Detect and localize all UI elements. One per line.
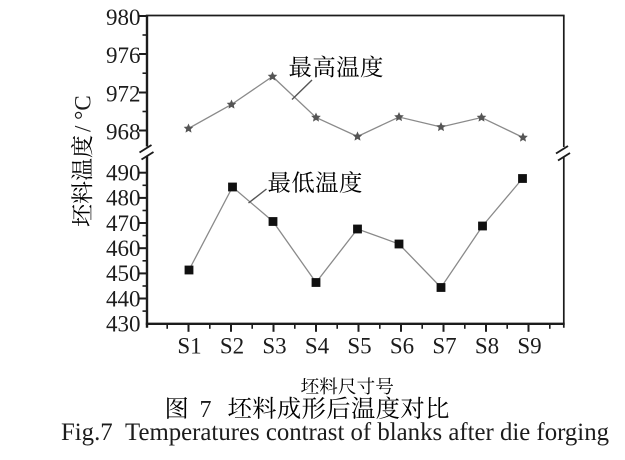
svg-text:S4: S4 [305, 334, 330, 359]
svg-text:490: 490 [106, 161, 141, 186]
svg-text:S9: S9 [517, 334, 541, 359]
svg-text:972: 972 [106, 81, 141, 106]
svg-text:7: 7 [200, 397, 212, 423]
svg-text:460: 460 [106, 236, 141, 261]
svg-text:S8: S8 [475, 334, 499, 359]
svg-text:430: 430 [106, 312, 141, 337]
svg-text:S3: S3 [262, 334, 286, 359]
svg-text:S7: S7 [432, 334, 456, 359]
svg-text:980: 980 [106, 5, 141, 30]
svg-text:470: 470 [106, 211, 141, 236]
svg-text:/ °C: / °C [71, 95, 96, 132]
svg-text:S5: S5 [347, 334, 371, 359]
svg-text:S1: S1 [177, 334, 201, 359]
svg-text:S6: S6 [390, 334, 414, 359]
svg-text:976: 976 [106, 43, 141, 68]
svg-text:Fig.7 Temperatures contrast o: Fig.7 Temperatures contrast of blanks af… [61, 419, 609, 446]
svg-text:480: 480 [106, 186, 141, 211]
svg-text:968: 968 [106, 119, 141, 144]
svg-text:440: 440 [106, 286, 141, 311]
svg-text:S2: S2 [220, 334, 244, 359]
svg-text:450: 450 [106, 261, 141, 286]
